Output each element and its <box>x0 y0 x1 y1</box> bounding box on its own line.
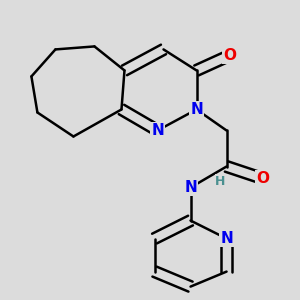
Text: N: N <box>151 123 164 138</box>
Text: N: N <box>220 231 233 246</box>
Text: O: O <box>256 171 269 186</box>
Text: N: N <box>190 102 203 117</box>
Text: H: H <box>215 175 226 188</box>
Text: N: N <box>184 180 197 195</box>
Text: O: O <box>223 48 236 63</box>
